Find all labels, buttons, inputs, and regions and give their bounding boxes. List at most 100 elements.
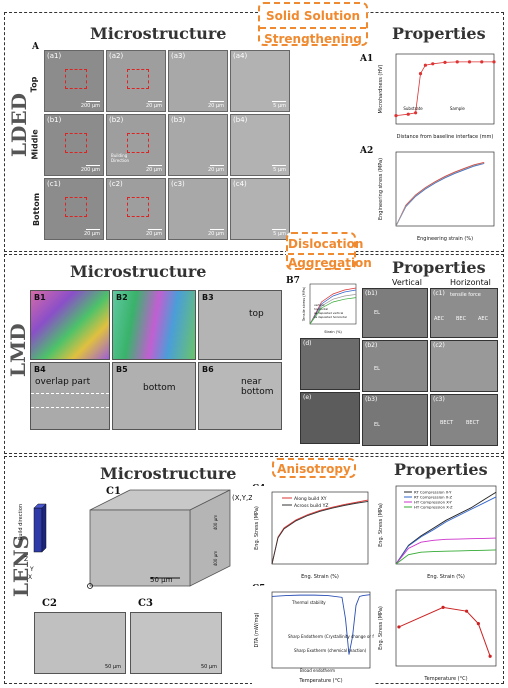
data-point [418,72,423,76]
c3-label: C3 [138,598,153,609]
lded-tile-scale: 20 μm [207,231,224,237]
lded-props-heading: Properties [392,24,486,43]
y-axis-label: DTA (mW/mg) [254,612,260,647]
lmd-tile-b6: B6 near bottom [198,362,282,430]
data-point [431,62,435,66]
lded-micrograph-1: (a1) 200 μm [44,50,104,112]
b7-sem-panel: (b3) [362,394,428,446]
b7-legend-entry: vertical [314,303,325,307]
series-line-2 [395,496,497,565]
b7-feature-label: BECT [440,420,454,426]
b7-legend-entry: as deposited vertical [314,311,343,315]
b7-panel-label: (b2) [365,342,378,349]
lmd-micro-heading: Microstructure [70,262,207,281]
mechanism-dislocation: Dislocation Aggregation [286,232,372,270]
c2-label: C2 [42,598,57,609]
lmd-tile-b5: B5 bottom [112,362,196,430]
data-point [443,60,447,64]
c1-xyz-label: (X,Y,Z) [232,494,256,502]
y-axis-label: Eng. Stress (MPa) [378,503,384,547]
highlight-box [127,133,149,153]
data-point [480,60,484,64]
lded-tile-label: (a3) [171,52,186,60]
b7-series-line [309,289,357,325]
scale-bar [210,165,224,166]
scale-bar [148,165,162,166]
b7-vertical-heading: Vertical [392,278,422,287]
scale-bar [272,229,286,230]
a1-substrate-label: Substrate [403,106,423,111]
lmd-b2-label: B2 [116,293,128,302]
lded-tile-label: (c4) [233,180,247,188]
plot-area [309,283,357,325]
scale-bar [148,229,162,230]
c2-scale: 50 μm [104,664,121,670]
c1-scale-side: 400 μm [213,550,219,567]
lded-micrograph-4: (a4) 5 μm [230,50,290,112]
lmd-b4-caption: overlap part [35,377,91,387]
b7-feature-label: EL [374,422,380,428]
lmd-side-label: LMD [6,323,30,377]
y-axis-label: Engineering stress (MPa) [378,158,384,220]
lded-micrograph-11: (c3) 20 μm [168,178,228,240]
mechanism-2-line-1: Dislocation [288,237,364,251]
series-line-3 [395,537,497,565]
a1-sample-label: Sample [450,106,466,111]
lded-tile-label: (c3) [171,180,185,188]
c3-scale: 50 μm [200,664,217,670]
origin-marker [87,583,93,589]
legend-entry: HT Compression X-Y [414,500,453,505]
lded-tile-scale: 20 μm [145,231,162,237]
highlight-box [127,197,149,217]
building-direction-label: Building Direction [111,153,130,163]
lded-tile-scale: 20 μm [145,103,162,109]
lmd-b6-label: B6 [202,365,214,374]
b7-tensile-force-label: tensile force [450,292,481,298]
b7-legend-entry: horizontal [314,307,328,311]
b7-sem-panel: (b2) [362,340,428,392]
lded-tile-scale: 5 μm [273,167,286,173]
legend-entry: RT Compression X-Z [414,495,453,500]
b7-series-line [309,294,357,325]
b7-sem-panel: (c1) [430,288,498,338]
data-point [464,609,469,613]
b7-sem-panel: (e) [300,392,360,444]
c1-axis-z: Z [24,556,29,563]
data-point [423,63,427,67]
lded-micrograph-9: (c1) 20 μm [44,178,104,240]
lmd-tile-b2: B2 [112,290,196,360]
lded-tile-scale: 20 μm [207,103,224,109]
c1-scale-top: 400 μm [213,514,219,531]
c1-scale-front: 50 μm [150,576,173,584]
lded-micrograph-7: (b3) 20 μm [168,114,228,176]
lens-props-heading: Properties [394,460,488,479]
x-axis-label: Engineering strain (%) [417,236,473,242]
lded-tile-scale: 20 μm [83,231,100,237]
series-line-3 [395,162,485,227]
lded-micrograph-8: (b4) 5 μm [230,114,290,176]
lmd-b1-label: B1 [34,293,46,302]
overlap-line-1 [31,393,109,394]
lens-micro-heading: Microstructure [100,464,237,483]
lded-tile-label: (a4) [233,52,248,60]
scale-bar [210,229,224,230]
lmd-b5-caption: bottom [143,383,176,393]
x-axis-label: Temperature (°C) [298,678,342,684]
lmd-panel [4,254,504,454]
data-point [397,625,401,629]
c1-cube [33,489,231,589]
lded-tile-scale: 200 μm [80,103,100,109]
highlight-box [65,197,87,217]
b7-series-line [309,287,357,325]
lded-micro-heading: Microstructure [90,24,227,43]
series-line-2 [271,501,369,565]
lded-tile-label: (a2) [109,52,124,60]
chart-c4: Eng. Strain (%) Eng. Stress (MPa) Along bu… [252,486,372,580]
b7-horizontal-heading: Horizontal [450,278,491,287]
mechanism-3-line-1: Anisotropy [277,462,351,476]
chart-c5: Temperature (°C) DTA (mW/mg) Thermal stabi… [252,586,374,684]
mechanism-1-line-2: Strengthening [260,27,366,47]
b7-x-axis-label: Strain (%) [324,330,342,334]
b7-panel-label: (c3) [433,396,445,403]
